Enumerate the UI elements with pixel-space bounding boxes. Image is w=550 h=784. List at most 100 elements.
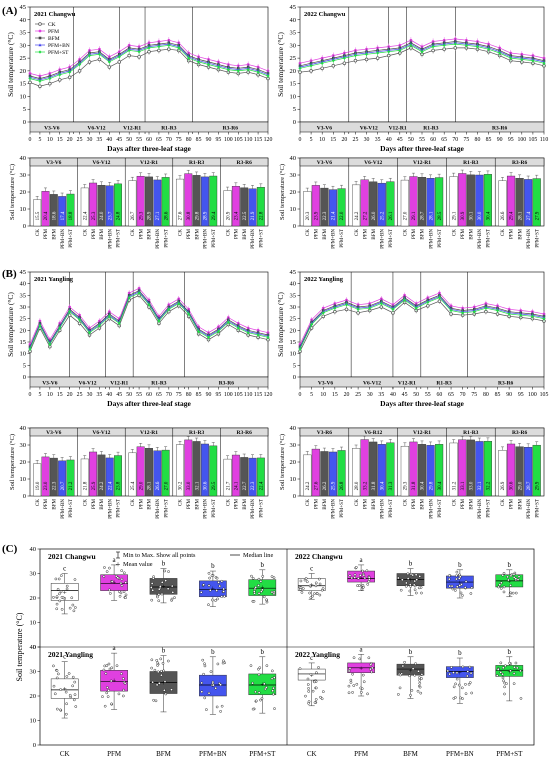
category-label: PFM+ST xyxy=(212,229,217,248)
data-point xyxy=(261,575,265,578)
y-tick-label: 40 xyxy=(30,546,37,553)
data-point xyxy=(364,52,369,56)
data-point xyxy=(412,583,416,587)
data-point xyxy=(417,669,420,673)
data-point xyxy=(257,577,261,581)
data-point xyxy=(304,577,308,580)
data-point xyxy=(150,666,153,670)
x-tick-label: 25 xyxy=(77,392,83,398)
stage-label: V6-V12 xyxy=(364,160,382,166)
data-point xyxy=(271,669,274,673)
x-axis-label: Days after three-leaf stage xyxy=(107,144,191,153)
data-label: 24.0 xyxy=(100,211,105,220)
data-point xyxy=(365,569,369,573)
data-label: 28.1 xyxy=(429,211,434,220)
x-tick-label: 20 xyxy=(344,392,350,398)
data-point xyxy=(265,664,269,667)
y-tick-label: 20 xyxy=(20,68,27,75)
y-axis-label: Soil temperature (°C) xyxy=(6,292,15,357)
data-point xyxy=(107,314,111,318)
data-point xyxy=(208,576,211,580)
data-point xyxy=(171,591,175,594)
data-point xyxy=(58,599,62,603)
category-label: PFM+BN xyxy=(380,229,385,249)
data-point xyxy=(466,674,469,678)
data-point xyxy=(315,671,318,674)
x-tick-label: 35 xyxy=(97,392,103,398)
data-point xyxy=(120,577,124,581)
data-point xyxy=(417,586,421,590)
category-label: PFM xyxy=(412,498,417,509)
data-label: 25.9 xyxy=(332,481,337,490)
data-label: 29.8 xyxy=(429,481,434,490)
data-point xyxy=(409,693,412,697)
category-label: PFM+ST xyxy=(212,499,217,518)
significance-letter: c xyxy=(63,653,66,661)
data-point xyxy=(52,596,55,599)
significance-letter: a xyxy=(113,644,117,652)
box xyxy=(297,578,326,591)
data-point xyxy=(413,579,417,583)
category-label: BFM xyxy=(372,498,377,509)
mean-marker: + xyxy=(162,679,166,687)
data-point xyxy=(263,682,266,686)
data-point xyxy=(314,686,318,690)
data-label: 26.8 xyxy=(340,481,345,490)
data-point xyxy=(468,665,472,669)
data-point xyxy=(56,707,59,711)
data-point xyxy=(452,671,455,674)
y-tick-label: 10 xyxy=(20,351,27,358)
x-tick-label: 70 xyxy=(452,137,458,143)
category-label: CK xyxy=(306,229,311,236)
x-tick-label: 20 xyxy=(67,392,73,398)
y-tick-label: 10 xyxy=(290,476,297,483)
category-label: BFM xyxy=(243,498,248,509)
y-tick-label: 35 xyxy=(20,30,27,37)
data-point xyxy=(73,680,77,684)
category-label: PFM xyxy=(363,498,368,509)
y-tick-label: 20 xyxy=(20,459,27,466)
data-label: 28.5 xyxy=(438,211,443,220)
y-tick-label: 30 xyxy=(20,172,27,179)
y-axis-label: Soil temperature (°C) xyxy=(276,292,285,357)
data-point xyxy=(58,592,61,596)
y-tick-label: 0 xyxy=(23,374,26,381)
series-line xyxy=(299,296,545,348)
box-chart: 0 10 20 30 40 2021 Yangling + c CK + a PFM + b BFM + b PF… xyxy=(30,644,277,758)
category-label: PFM xyxy=(139,228,144,239)
data-point xyxy=(257,673,261,677)
data-point xyxy=(501,573,505,577)
data-point xyxy=(52,684,56,688)
data-point xyxy=(74,606,77,609)
data-label: 28.1 xyxy=(148,481,153,490)
data-label: 33.2 xyxy=(363,481,368,490)
data-point xyxy=(401,578,404,582)
data-point xyxy=(367,576,371,579)
mean-marker: + xyxy=(458,669,462,677)
x-tick-label: 70 xyxy=(166,137,172,143)
data-point xyxy=(448,577,451,581)
stage-band xyxy=(299,121,545,133)
data-point xyxy=(399,588,403,592)
data-point xyxy=(203,696,207,700)
y-tick-label: 40 xyxy=(20,17,27,24)
data-point xyxy=(56,587,60,591)
data-label: 21.2 xyxy=(69,481,74,490)
y-tick-label: 5 xyxy=(23,362,26,369)
data-point xyxy=(348,574,352,577)
significance-letter: b xyxy=(458,649,462,657)
data-point xyxy=(52,664,55,668)
data-point xyxy=(358,657,362,661)
category-label: CK xyxy=(501,499,506,506)
data-label: 22.4 xyxy=(108,481,113,490)
data-point xyxy=(514,591,518,595)
data-point xyxy=(426,300,430,304)
data-point xyxy=(216,662,220,666)
x-tick-label: 100 xyxy=(528,392,537,398)
stage-label: V3-V6 xyxy=(317,160,333,166)
stage-label: V6-V12 xyxy=(360,126,378,132)
data-point xyxy=(398,48,402,53)
data-point xyxy=(272,686,275,690)
stage-header xyxy=(29,157,269,167)
box xyxy=(100,670,128,692)
